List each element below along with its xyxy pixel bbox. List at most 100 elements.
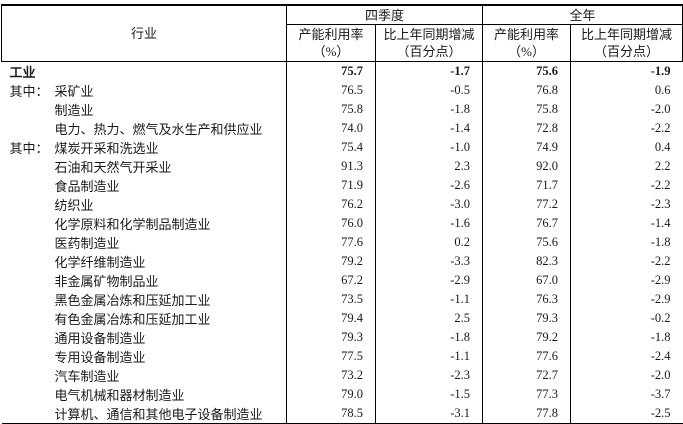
q4-change-cell: -1.1: [375, 290, 484, 309]
year-change-cell: 0.4: [570, 138, 683, 157]
table-row: 其中： 煤炭开采和洗选业 75.4 -1.0 74.9 0.4: [1, 138, 683, 157]
row-label: 专用设备制造业: [54, 350, 146, 365]
row-label: 非金属矿物制品业: [54, 274, 159, 289]
table-row: 食品制造业 71.9 -2.6 71.7 -2.2: [1, 176, 683, 195]
row-label: 黑色金属冶炼和压延加工业: [54, 293, 211, 308]
row-label: 制造业: [54, 103, 94, 118]
q4-rate-cell: 79.2: [286, 252, 376, 271]
row-label: 有色金属冶炼和压延加工业: [54, 312, 211, 327]
q4-change-cell: 2.5: [375, 309, 484, 328]
year-change-header: 比上年同期增减 （百分点）: [570, 24, 683, 62]
table-row: 化学纤维制造业 79.2 -3.3 82.3 -2.2: [1, 252, 683, 271]
row-label: 汽车制造业: [54, 369, 120, 384]
q4-rate-cell: 75.7: [286, 61, 376, 81]
year-change-cell: -3.7: [570, 385, 683, 404]
q4-change-cell: -1.8: [375, 100, 484, 119]
q4-change-cell: -1.8: [375, 328, 484, 347]
industry-cell: 有色金属冶炼和压延加工业: [1, 309, 287, 328]
industry-cell: 其中： 采矿业: [1, 81, 287, 100]
year-change-cell: -1.8: [570, 233, 683, 252]
year-rate-cell: 75.6: [482, 61, 572, 81]
table-row: 纺织业 76.2 -3.0 77.2 -2.3: [1, 195, 683, 214]
industry-cell: 电力、热力、燃气及水生产和供应业: [1, 119, 287, 138]
row-label: 通用设备制造业: [54, 331, 146, 346]
year-rate-cell: 71.7: [482, 176, 572, 195]
year-change-header-line2: （百分点）: [594, 44, 660, 59]
year-change-cell: -0.2: [570, 309, 683, 328]
q4-rate-cell: 77.6: [286, 233, 376, 252]
year-change-cell: -2.9: [570, 271, 683, 290]
year-change-cell: -2.9: [570, 290, 683, 309]
industry-cell: 食品制造业: [1, 176, 287, 195]
row-label: 化学原料和化学制品制造业: [54, 217, 211, 232]
year-rate-cell: 75.8: [482, 100, 572, 119]
q4-group-header: 四季度: [285, 4, 484, 25]
industry-cell: 化学原料和化学制品制造业: [1, 214, 287, 233]
year-change-cell: -2.2: [570, 176, 683, 195]
table-row: 石油和天然气开采业 91.3 2.3 92.0 2.2: [1, 157, 683, 176]
q4-change-header: 比上年同期增减 （百分点）: [374, 24, 484, 62]
q4-change-cell: -1.4: [375, 119, 484, 138]
industry-cell: 计算机、通信和其他电子设备制造业: [1, 404, 287, 424]
industry-cell: 工业: [1, 61, 287, 81]
row-label: 纺织业: [54, 198, 94, 213]
table-row: 计算机、通信和其他电子设备制造业 78.5 -3.1 77.8 -2.5: [1, 404, 683, 424]
industry-cell: 纺织业: [1, 195, 287, 214]
row-prefix: 其中：: [9, 84, 49, 99]
industry-cell: 非金属矿物制品业: [1, 271, 287, 290]
q4-rate-cell: 78.5: [286, 404, 376, 424]
year-rate-cell: 76.3: [482, 290, 572, 309]
row-label: 化学纤维制造业: [54, 255, 146, 270]
row-label: 医药制造业: [54, 236, 120, 251]
year-change-cell: -2.0: [570, 366, 683, 385]
industry-cell: 石油和天然气开采业: [1, 157, 287, 176]
industry-cell: 专用设备制造业: [1, 347, 287, 366]
capacity-utilization-table: 行业 四季度 全年 产能利用率 （%） 比上年同期增减 （百分点） 产能利用率 …: [1, 4, 683, 424]
year-rate-cell: 92.0: [482, 157, 572, 176]
year-change-cell: -2.2: [570, 252, 683, 271]
q4-rate-cell: 76.5: [286, 81, 376, 100]
q4-rate-cell: 73.5: [286, 290, 376, 309]
year-rate-cell: 72.8: [482, 119, 572, 138]
row-label: 采矿业: [54, 84, 94, 99]
q4-change-cell: -2.6: [375, 176, 484, 195]
q4-change-cell: -2.9: [375, 271, 484, 290]
year-rate-cell: 75.6: [482, 233, 572, 252]
q4-change-cell: 2.3: [375, 157, 484, 176]
q4-rate-cell: 71.9: [286, 176, 376, 195]
q4-rate-cell: 79.3: [286, 328, 376, 347]
q4-rate-cell: 67.2: [286, 271, 376, 290]
q4-change-cell: -1.5: [375, 385, 484, 404]
q4-change-cell: -0.5: [375, 81, 484, 100]
q4-change-header-line2: （百分点）: [396, 44, 462, 59]
year-change-cell: -1.8: [570, 328, 683, 347]
table-row: 黑色金属冶炼和压延加工业 73.5 -1.1 76.3 -2.9: [1, 290, 683, 309]
row-label: 计算机、通信和其他电子设备制造业: [54, 407, 263, 422]
q4-rate-header-line1: 产能利用率: [298, 27, 364, 42]
q4-change-cell: -1.6: [375, 214, 484, 233]
year-rate-header-line2: （%）: [508, 44, 545, 59]
industry-cell: 黑色金属冶炼和压延加工业: [1, 290, 287, 309]
year-rate-cell: 67.0: [482, 271, 572, 290]
year-rate-cell: 82.3: [482, 252, 572, 271]
industry-column-header: 行业: [1, 4, 287, 62]
industry-cell: 汽车制造业: [1, 366, 287, 385]
table-row: 工业 75.7 -1.7 75.6 -1.9: [1, 61, 683, 81]
row-label: 煤炭开采和洗选业: [54, 141, 159, 156]
table-row: 电气机械和器材制造业 79.0 -1.5 77.3 -3.7: [1, 385, 683, 404]
q4-rate-header: 产能利用率 （%）: [286, 24, 376, 62]
year-change-cell: -1.9: [570, 61, 683, 81]
industry-cell: 电气机械和器材制造业: [1, 385, 287, 404]
row-label: 食品制造业: [54, 179, 120, 194]
fullyear-group-header: 全年: [482, 4, 683, 25]
table-row: 医药制造业 77.6 0.2 75.6 -1.8: [1, 233, 683, 252]
q4-rate-cell: 91.3: [286, 157, 376, 176]
year-rate-cell: 72.7: [482, 366, 572, 385]
q4-change-header-line1: 比上年同期增减: [383, 27, 475, 42]
year-rate-cell: 77.2: [482, 195, 572, 214]
year-change-cell: -2.2: [570, 119, 683, 138]
q4-change-cell: -3.3: [375, 252, 484, 271]
row-label: 电气机械和器材制造业: [54, 388, 185, 403]
year-rate-cell: 77.6: [482, 347, 572, 366]
table-row: 有色金属冶炼和压延加工业 79.4 2.5 79.3 -0.2: [1, 309, 683, 328]
